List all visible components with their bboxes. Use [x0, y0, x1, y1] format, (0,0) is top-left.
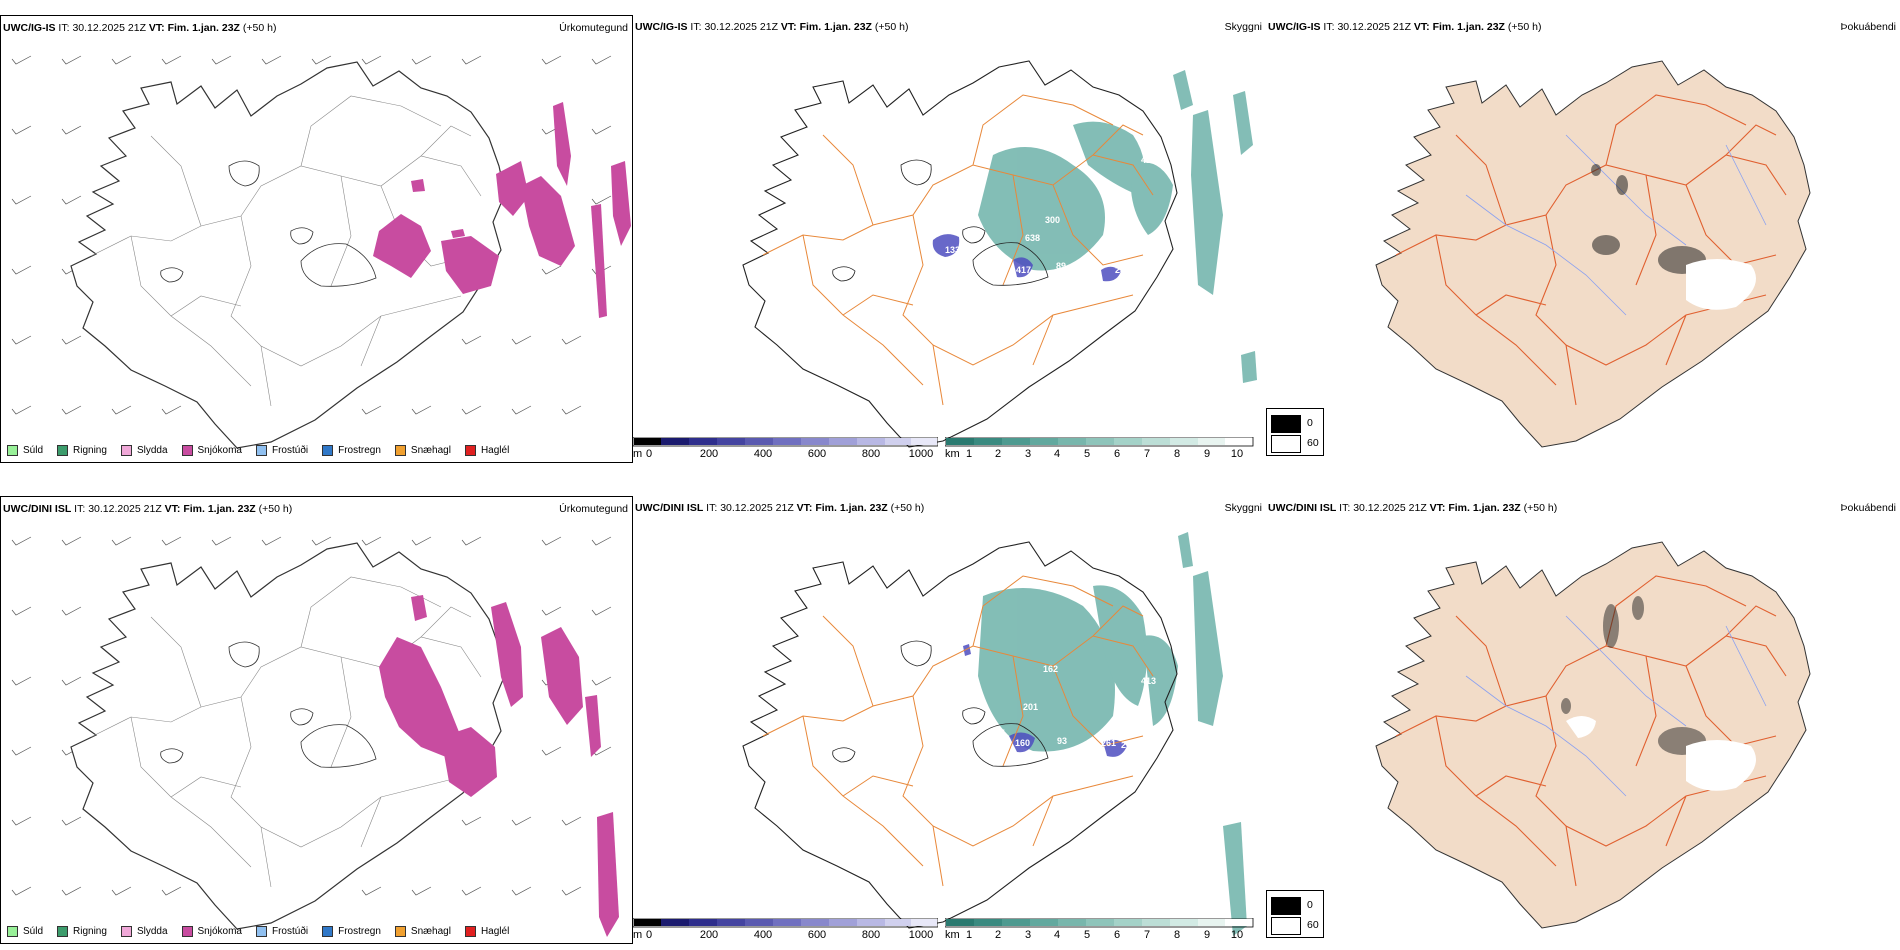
cloud-value-label: 201	[1023, 702, 1039, 712]
cloud-map-top	[742, 60, 1257, 448]
panel-title: Þokuábendi	[1840, 21, 1896, 33]
panel-header: UWC/DINI ISL IT: 30.12.2025 21Z VT: Fim.…	[635, 502, 925, 514]
legend-item: Snæhagl	[394, 445, 451, 456]
legend-item: Súld	[7, 926, 43, 937]
legend-swatch	[322, 445, 334, 456]
legend-swatch	[394, 445, 406, 456]
legend-item: Rigning	[57, 926, 107, 937]
legend-swatch	[7, 445, 18, 456]
colorbar-strip	[945, 918, 1254, 928]
colorbar-strip	[945, 437, 1254, 447]
legend-item: Rigning	[57, 445, 107, 456]
legend-swatch	[255, 445, 267, 456]
cloud-base-colorbar: m 0 200 400 600 800 1000	[633, 918, 938, 944]
cloud-value-label: 93	[1057, 736, 1068, 746]
panel-header: UWC/DINI ISL IT: 30.12.2025 21Z VT: Fim.…	[1268, 502, 1558, 514]
panel-title: Úrkomutegund	[559, 503, 628, 515]
cloud-value-label: 205	[1121, 740, 1137, 750]
legend-swatch	[464, 445, 476, 456]
legend-item: Slydda	[120, 926, 168, 937]
precip-map-bottom	[11, 536, 619, 937]
cloud-visibility-panel-top: 638 300 133 410 376 417 89 238 40 UWC/IG…	[633, 15, 1266, 463]
precip-map-top	[11, 55, 631, 449]
legend-swatch	[120, 926, 132, 937]
cloud-value-label: 05	[995, 728, 1006, 738]
fog-legend-bottom: 0 60	[1266, 890, 1324, 938]
fog-map-top	[1375, 60, 1811, 448]
panel-title: Úrkomutegund	[559, 22, 628, 34]
legend-item: Frostúði	[255, 445, 308, 456]
legend-item: Snæhagl	[394, 926, 451, 937]
fog-panel-bottom: UWC/DINI ISL IT: 30.12.2025 21Z VT: Fim.…	[1266, 496, 1900, 944]
panel-header: UWC/DINI ISL IT: 30.12.2025 21Z VT: Fim.…	[3, 503, 293, 515]
legend-swatch	[1271, 917, 1301, 935]
cloud-value-label: 160	[1015, 738, 1031, 748]
snow-areas-top	[373, 102, 631, 318]
legend-item: Snjókoma	[181, 445, 242, 456]
snow-areas-bottom	[379, 595, 619, 937]
legend-swatch	[181, 445, 193, 456]
legend-item: Haglél	[464, 926, 509, 937]
colorbar-strip	[633, 437, 938, 447]
legend-swatch	[181, 926, 193, 937]
cloud-value-label: 376	[1107, 243, 1123, 253]
cloud-base-colorbar: m 0 200 400 600 800 1000	[633, 437, 938, 463]
precip-legend: Súld Rigning Slydda Snjókoma Frostúði Fr…	[7, 926, 523, 937]
legend-item: Frostregn	[322, 445, 381, 456]
cloud-value-label: 133	[945, 245, 961, 255]
legend-item: Frostregn	[322, 926, 381, 937]
panel-header: UWC/IG-IS IT: 30.12.2025 21Z VT: Fim. 1.…	[635, 21, 909, 33]
panel-header: UWC/IG-IS IT: 30.12.2025 21Z VT: Fim. 1.…	[3, 22, 277, 34]
cloud-value-label: 417	[1016, 265, 1032, 275]
legend-swatch	[1271, 415, 1301, 433]
precip-legend: Súld Rigning Slydda Snjókoma Frostúði Fr…	[7, 445, 523, 456]
colorbar-strip	[633, 918, 938, 928]
cloud-value-label: 300	[1045, 215, 1061, 225]
panel-title: Skyggni	[1224, 502, 1262, 514]
legend-swatch	[322, 926, 334, 937]
legend-item: Slydda	[120, 445, 168, 456]
legend-item: Frostúði	[255, 926, 308, 937]
precip-type-panel-bottom: UWC/DINI ISL IT: 30.12.2025 21Z VT: Fim.…	[0, 496, 633, 944]
legend-item: Súld	[7, 445, 43, 456]
legend-swatch	[57, 445, 69, 456]
fog-areas-bottom	[1561, 596, 1706, 755]
legend-swatch	[255, 926, 267, 937]
fog-legend-top: 0 60	[1266, 408, 1324, 456]
legend-swatch	[1271, 897, 1301, 915]
fog-map-bottom	[1375, 541, 1811, 929]
fog-panel-top: UWC/IG-IS IT: 30.12.2025 21Z VT: Fim. 1.…	[1266, 15, 1900, 463]
cloud-value-label: 410	[1141, 155, 1157, 165]
legend-swatch	[120, 445, 132, 456]
legend-swatch	[394, 926, 406, 937]
cloud-value-label: 261	[1101, 738, 1117, 748]
legend-swatch	[57, 926, 69, 937]
panel-title: Skyggni	[1224, 21, 1262, 33]
legend-swatch	[464, 926, 476, 937]
legend-item: Snjókoma	[181, 926, 242, 937]
no-fog-areas-top	[1686, 259, 1756, 310]
cloud-map-bottom	[742, 532, 1247, 936]
panel-title: Þokuábendi	[1840, 502, 1896, 514]
cloud-visibility-panel-bottom: 162 413 201 05 160 93 261 205 UWC/DINI I…	[633, 496, 1266, 944]
visibility-colorbar: km 1 2 3 4 5 6 7 8 9 10	[945, 437, 1265, 463]
cloud-value-label: 40	[995, 255, 1006, 265]
cloud-value-label: 413	[1141, 676, 1157, 686]
panel-header: UWC/IG-IS IT: 30.12.2025 21Z VT: Fim. 1.…	[1268, 21, 1542, 33]
cloud-value-label: 638	[1025, 233, 1041, 243]
cloud-value-label: 238	[1115, 265, 1131, 275]
cloud-value-label: 162	[1043, 664, 1059, 674]
cloud-value-label: 89	[1056, 261, 1067, 271]
legend-swatch	[7, 926, 18, 937]
legend-swatch	[1271, 435, 1301, 453]
precip-type-panel-top: UWC/IG-IS IT: 30.12.2025 21Z VT: Fim. 1.…	[0, 15, 633, 463]
no-fog-areas-bottom	[1566, 716, 1756, 791]
legend-item: Haglél	[464, 445, 509, 456]
visibility-colorbar: km 1 2 3 4 5 6 7 8 9 10	[945, 918, 1265, 944]
